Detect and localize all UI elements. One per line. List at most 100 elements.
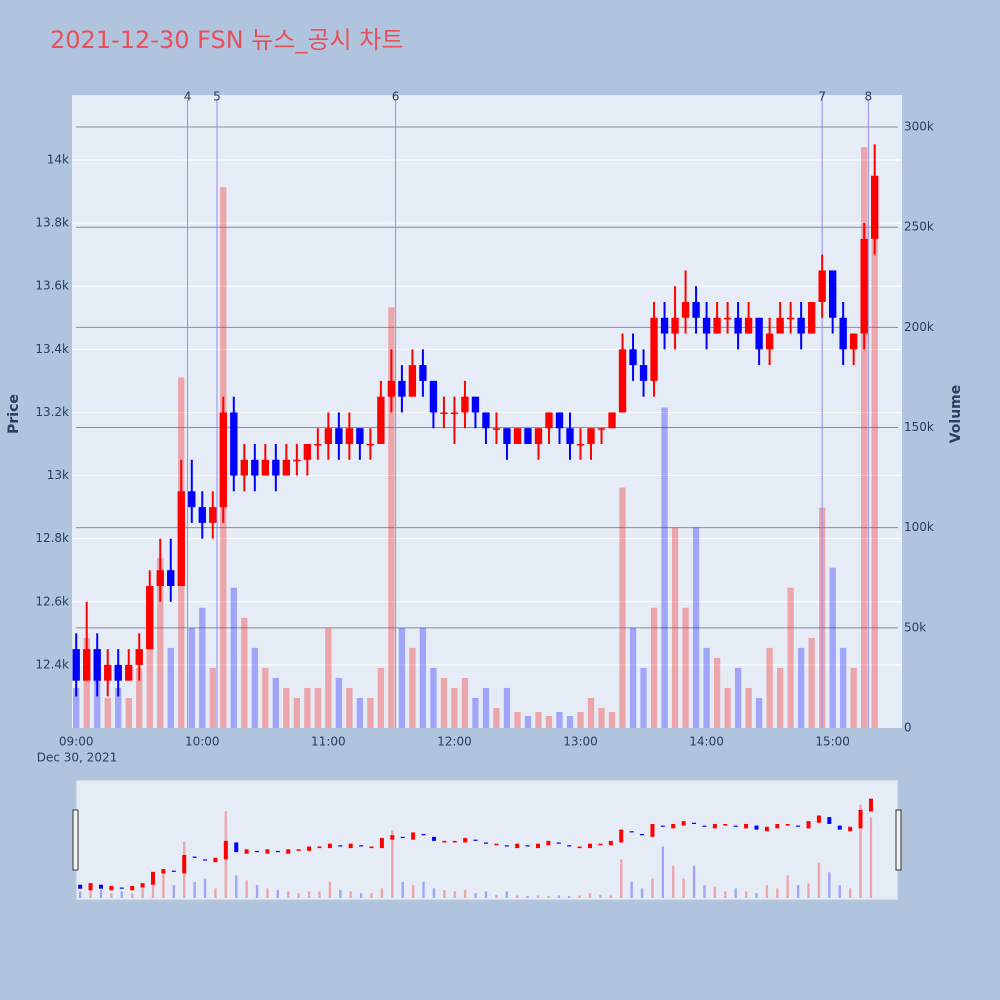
x-date-label: Dec 30, 2021 xyxy=(37,751,117,765)
volume-bar xyxy=(840,647,847,728)
mini-volume-bar xyxy=(432,888,436,898)
candle-body xyxy=(797,317,805,334)
y-tick-label: 13k xyxy=(47,468,69,482)
candle-body xyxy=(513,428,522,445)
mini-volume-bar xyxy=(110,893,113,898)
candle-body xyxy=(156,570,164,587)
mini-volume-bar xyxy=(453,891,456,898)
volume-bar xyxy=(73,687,80,728)
candle-body xyxy=(702,317,711,334)
x-tick-label: 13:00 xyxy=(563,735,598,749)
volume-bar xyxy=(325,627,332,728)
mini-volume-bar xyxy=(203,878,207,898)
candle-body xyxy=(398,380,406,397)
volume-bar xyxy=(188,627,195,728)
mini-volume-bar xyxy=(141,888,144,898)
news-label: 7 xyxy=(818,90,826,104)
volume-bar xyxy=(650,607,658,728)
candle-body xyxy=(650,317,658,381)
candle-body xyxy=(618,349,627,413)
mini-volume-bar xyxy=(588,893,592,898)
volume-bar xyxy=(377,667,385,728)
volume-bar xyxy=(461,677,469,728)
candle-body xyxy=(198,507,206,523)
candle-body xyxy=(692,302,700,318)
y-tick-label: 13.2k xyxy=(35,405,69,419)
mini-volume-bar xyxy=(515,895,519,898)
mini-volume-bar xyxy=(255,885,259,898)
volume-bar xyxy=(125,697,132,728)
mini-volume-bar xyxy=(744,891,748,898)
mini-volume-bar xyxy=(682,878,685,898)
mini-volume-bar xyxy=(307,891,311,898)
chart-title: 2021-12-30 FSN 뉴스_공시 차트 xyxy=(50,26,403,54)
candle-body xyxy=(871,175,879,239)
y2-axis-title: Volume xyxy=(948,385,964,444)
mini-volume-bar xyxy=(276,889,280,898)
mini-volume-bar xyxy=(89,883,92,898)
volume-bar xyxy=(304,687,311,728)
x-tick-label: 10:00 xyxy=(185,735,220,749)
candle-body xyxy=(629,349,637,366)
slider-handle[interactable] xyxy=(895,809,902,871)
candle-body xyxy=(734,317,742,334)
mini-volume-bar xyxy=(130,893,134,898)
news-label: 8 xyxy=(865,90,873,104)
candle-body xyxy=(860,238,868,334)
mini-volume-bar xyxy=(401,881,404,898)
candle-body xyxy=(849,333,858,350)
volume-bar xyxy=(388,307,395,728)
candle-body xyxy=(744,317,753,334)
volume-bar xyxy=(146,607,153,728)
mini-volume-bar xyxy=(151,878,155,898)
candle-body xyxy=(261,459,269,476)
candle-body xyxy=(219,412,227,508)
candle-body xyxy=(72,649,80,681)
volume-bar xyxy=(724,687,731,728)
volume-bar xyxy=(797,647,805,728)
volume-bar xyxy=(787,587,794,728)
candle-body xyxy=(93,649,101,681)
mini-volume-bar xyxy=(765,885,769,898)
mini-volume-bar xyxy=(328,881,332,898)
candle-body xyxy=(167,570,175,587)
mini-volume-bar xyxy=(172,885,176,898)
volume-bar xyxy=(619,487,626,728)
volume-bar xyxy=(314,687,321,728)
volume-bar xyxy=(535,711,542,728)
volume-bar xyxy=(346,687,353,728)
volume-bar xyxy=(115,687,122,728)
slider-handle[interactable] xyxy=(72,809,79,871)
volume-bar xyxy=(713,657,721,728)
volume-bar xyxy=(766,647,773,728)
candle-body xyxy=(597,428,606,430)
y-tick-label: 12.4k xyxy=(35,657,69,671)
volume-bar xyxy=(493,707,500,728)
volume-bar xyxy=(283,687,290,728)
mini-volume-bar xyxy=(848,888,852,898)
candle-body xyxy=(377,396,385,445)
mini-volume-bar xyxy=(193,881,196,898)
candle-body xyxy=(440,412,448,414)
range-slider[interactable] xyxy=(75,779,899,901)
volume-bar xyxy=(482,687,490,728)
y2-tick-label: 200k xyxy=(904,320,934,334)
y-axis-title: Price xyxy=(6,394,22,434)
mini-volume-bar xyxy=(817,862,821,898)
mini-volume-bar xyxy=(630,881,633,898)
mini-volume-bar xyxy=(547,896,550,898)
candle-body xyxy=(566,428,574,445)
mini-volume-bar xyxy=(214,888,217,898)
y2-tick-label: 50k xyxy=(904,620,926,634)
mini-volume-bar xyxy=(266,888,269,898)
volume-bar xyxy=(608,711,616,728)
candle-body xyxy=(177,491,185,587)
candle-body xyxy=(366,444,375,446)
news-label: 4 xyxy=(184,90,192,104)
y-tick-label: 13.6k xyxy=(35,279,69,293)
x-tick-label: 11:00 xyxy=(311,735,346,749)
x-tick-label: 14:00 xyxy=(689,735,724,749)
candle-body xyxy=(282,459,291,476)
candle-body xyxy=(555,412,564,429)
candle-body xyxy=(251,459,259,476)
